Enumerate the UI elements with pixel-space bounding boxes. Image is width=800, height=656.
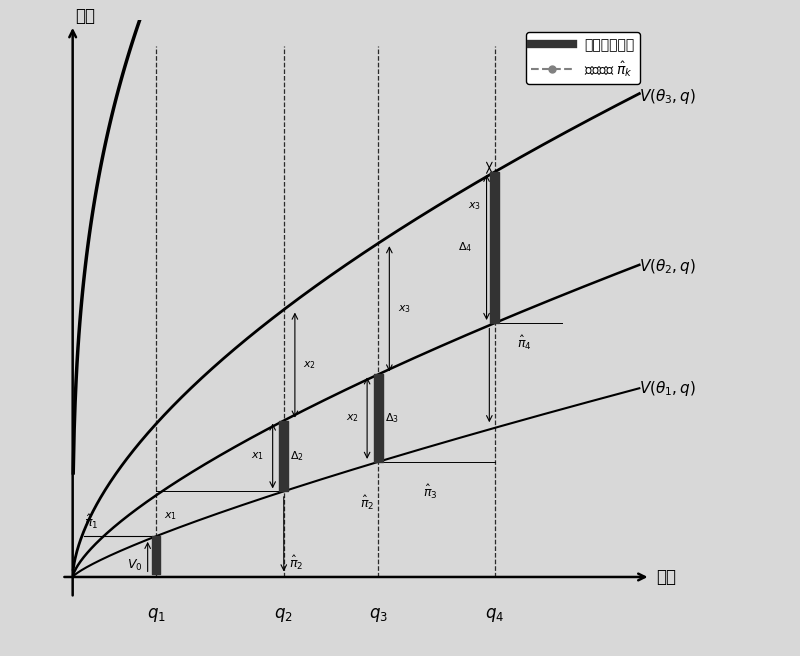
Text: $\Delta_3$: $\Delta_3$ [385,411,399,425]
Text: $x_3$: $x_3$ [468,200,481,212]
Text: 估价: 估价 [75,7,95,25]
Text: 质量: 质量 [656,568,676,586]
Text: $\Delta_2$: $\Delta_2$ [290,449,304,463]
Text: $x_3$: $x_3$ [398,303,410,315]
Text: $\Delta_4$: $\Delta_4$ [458,241,473,255]
Text: $V(\theta_1,q)$: $V(\theta_1,q)$ [639,379,696,398]
Text: $q_2$: $q_2$ [274,606,293,624]
Text: $\hat{\pi}_1$: $\hat{\pi}_1$ [84,513,98,531]
Legend: 可行价格区间, 最佳价格 $\hat{\pi}_k$: 可行价格区间, 最佳价格 $\hat{\pi}_k$ [526,32,640,84]
Text: $q_3$: $q_3$ [369,606,388,624]
Text: $x_2$: $x_2$ [303,359,316,371]
Text: $x_1$: $x_1$ [251,450,264,462]
Text: $\hat{\pi}_4$: $\hat{\pi}_4$ [517,333,532,352]
Text: $q_4$: $q_4$ [486,606,505,624]
Text: $\hat{\pi}_2$: $\hat{\pi}_2$ [360,494,374,512]
Text: $V(\theta_2,q)$: $V(\theta_2,q)$ [639,257,696,276]
Text: $V(\theta_3,q)$: $V(\theta_3,q)$ [639,87,696,106]
Text: $\hat{\pi}_3$: $\hat{\pi}_3$ [422,483,437,501]
Text: $V_0$: $V_0$ [126,558,142,573]
Text: $x_2$: $x_2$ [346,412,358,424]
Text: $q_1$: $q_1$ [146,606,166,624]
Text: $x_1$: $x_1$ [164,510,178,522]
Text: $\hat{\pi}_2$: $\hat{\pi}_2$ [290,554,303,571]
